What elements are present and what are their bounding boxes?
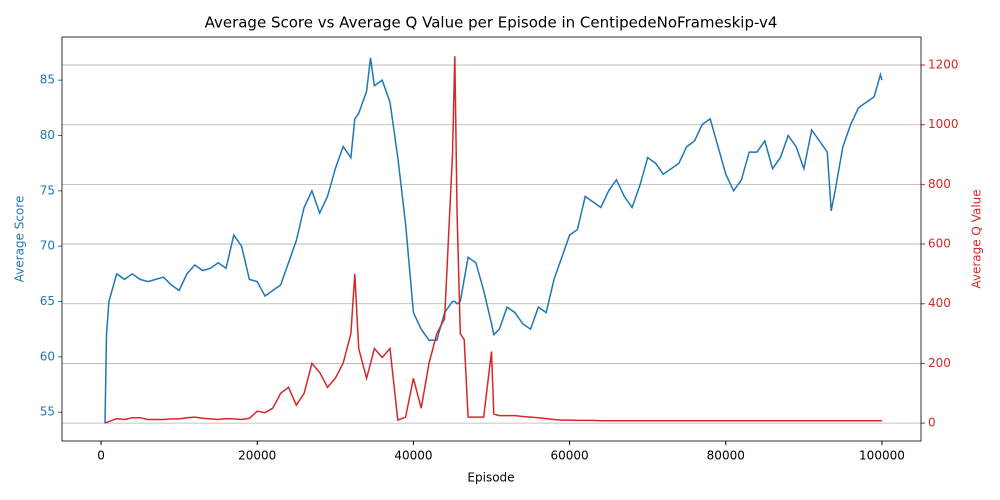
- y-tick-label: 75: [40, 183, 55, 197]
- y-tick-label: 60: [40, 349, 55, 363]
- x-tick-label: 80000: [707, 449, 745, 463]
- y2-tick-label: 200: [928, 356, 951, 370]
- y-tick-label: 70: [40, 239, 55, 253]
- y2-tick-label: 400: [928, 296, 951, 310]
- x-tick-label: 100000: [859, 449, 905, 463]
- y2-tick-label: 1000: [928, 117, 959, 131]
- y-tick-label: 65: [40, 294, 55, 308]
- y-axis-label: Average Score: [13, 196, 27, 283]
- chart-title: Average Score vs Average Q Value per Epi…: [205, 14, 778, 32]
- x-axis-label: Episode: [467, 471, 514, 485]
- y-tick-label: 85: [40, 73, 55, 87]
- x-tick-label: 20000: [238, 449, 276, 463]
- y-tick-label: 55: [40, 405, 55, 419]
- y2-tick-label: 0: [928, 416, 936, 430]
- y2-tick-label: 600: [928, 237, 951, 251]
- y2-tick-label: 1200: [928, 58, 959, 72]
- series-line: [104, 56, 882, 424]
- y2-tick-label: 800: [928, 177, 951, 191]
- y-tick-label: 80: [40, 128, 55, 142]
- plot-frame: [61, 36, 922, 442]
- series-line: [104, 57, 883, 424]
- x-tick-label: 60000: [550, 449, 588, 463]
- x-tick-label: 40000: [394, 449, 432, 463]
- y2-axis-label: Average Q Value: [970, 189, 984, 288]
- x-tick-label: 0: [97, 449, 105, 463]
